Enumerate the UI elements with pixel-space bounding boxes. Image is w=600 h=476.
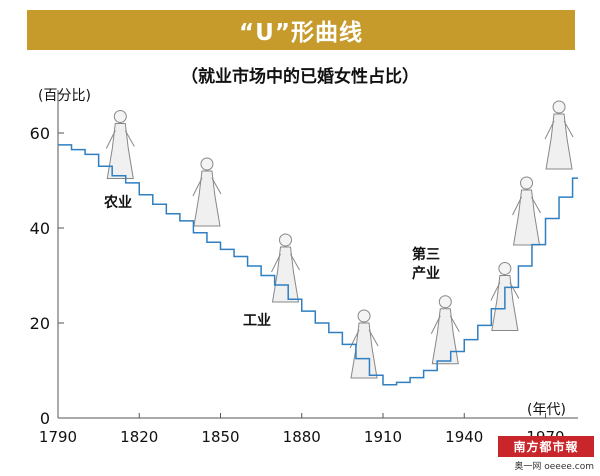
figure-arm bbox=[105, 130, 116, 149]
y-tick-label: 40 bbox=[30, 219, 50, 238]
figure-illustrations bbox=[105, 100, 574, 379]
woman-figure-illustration bbox=[430, 295, 460, 365]
annotation-label: 第三 bbox=[412, 246, 440, 263]
watermark-site: 奥一网 oeeee.com bbox=[514, 462, 594, 472]
figure-arm bbox=[509, 282, 520, 299]
axes: 02040601790182018501880191019401970(百分比)… bbox=[30, 88, 578, 446]
figure-dress bbox=[271, 246, 300, 303]
watermark: 南方都市報 奥一网 oeeee.com bbox=[498, 436, 594, 472]
y-tick-label: 60 bbox=[30, 124, 50, 143]
y-tick-label: 0 bbox=[40, 409, 50, 428]
figure-dress bbox=[193, 170, 221, 227]
watermark-logo: 南方都市報 bbox=[498, 436, 594, 457]
x-axis-label: (年代) bbox=[527, 402, 566, 418]
figure-head bbox=[113, 110, 127, 123]
figure-arm bbox=[544, 120, 555, 140]
figure-arm bbox=[271, 253, 281, 273]
woman-figure-illustration bbox=[271, 233, 300, 303]
annotation-label: 工业 bbox=[243, 313, 271, 329]
figure-arm bbox=[192, 177, 203, 197]
woman-figure-illustration bbox=[105, 110, 135, 179]
series-step-line bbox=[58, 144, 578, 386]
figure-arm bbox=[430, 315, 441, 334]
annotation-label: 农业 bbox=[103, 194, 132, 211]
figure-arm bbox=[512, 196, 522, 216]
woman-figure-illustration bbox=[192, 157, 222, 227]
x-tick-label: 1820 bbox=[120, 428, 158, 446]
chart-subtitle: （就业市场中的已婚女性占比） bbox=[181, 67, 419, 87]
figure-arm bbox=[124, 130, 135, 147]
figure-arm bbox=[368, 329, 379, 347]
x-tick-label: 1850 bbox=[201, 428, 239, 446]
x-tick-label: 1790 bbox=[39, 428, 77, 446]
y-tick-label: 20 bbox=[30, 314, 50, 333]
annotation-label: 产业 bbox=[412, 265, 440, 282]
figure-dress bbox=[431, 308, 459, 365]
x-tick-label: 1940 bbox=[445, 428, 483, 446]
title-bar: “U”形曲线 bbox=[27, 10, 575, 50]
figure-arm bbox=[211, 177, 222, 195]
figure-head bbox=[357, 309, 371, 323]
woman-figure-illustration bbox=[512, 176, 541, 246]
figure-head bbox=[200, 157, 214, 171]
figure-dress bbox=[350, 322, 378, 379]
figure-head bbox=[498, 262, 512, 275]
series-layer bbox=[57, 144, 578, 386]
figure-head bbox=[552, 100, 566, 114]
x-tick-label: 1880 bbox=[283, 428, 321, 446]
figure-arm bbox=[563, 120, 574, 138]
figure-head bbox=[520, 176, 534, 190]
figure-head bbox=[438, 295, 452, 309]
figure-dress bbox=[512, 189, 541, 246]
y-axis-label: (百分比) bbox=[38, 88, 91, 104]
figure-dress bbox=[106, 123, 134, 179]
figure-head bbox=[279, 233, 292, 247]
figure-arm bbox=[490, 282, 501, 301]
figure-dress bbox=[545, 113, 573, 170]
figure-arm bbox=[290, 253, 300, 271]
x-tick-label: 1910 bbox=[364, 428, 402, 446]
woman-figure-illustration bbox=[349, 309, 379, 379]
chart-title: “U”形曲线 bbox=[239, 20, 363, 46]
woman-figure-illustration bbox=[544, 100, 574, 170]
figure-arm bbox=[531, 196, 541, 214]
figure-arm bbox=[449, 315, 460, 332]
